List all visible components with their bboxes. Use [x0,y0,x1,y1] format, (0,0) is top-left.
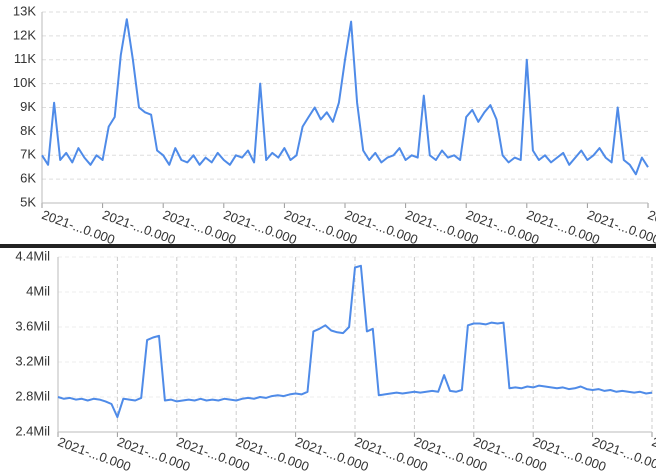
y-tick-label: 5K [20,194,36,209]
y-tick-label: 9K [20,99,36,114]
separator [0,244,656,248]
y-tick-label: 12K [13,27,36,42]
y-tick-label: 11K [14,51,36,66]
y-tick-label: 3.6Mil [15,318,50,333]
y-tick-label: 6K [20,171,36,186]
y-tick-label: 8K [20,123,36,138]
y-tick-label: 2.8Mil [15,388,50,403]
data-line [57,264,653,419]
y-tick-label: 4.4Mil [15,248,50,263]
y-tick-label: 3.2Mil [15,353,50,368]
y-tick-label: 2.4Mil [15,423,50,438]
y-tick-label: 10K [13,75,36,90]
y-tick-label: 7K [20,147,36,162]
y-tick-label: 13K [13,3,36,18]
y-tick-label: 4Mil [26,283,50,298]
data-line [41,18,649,176]
